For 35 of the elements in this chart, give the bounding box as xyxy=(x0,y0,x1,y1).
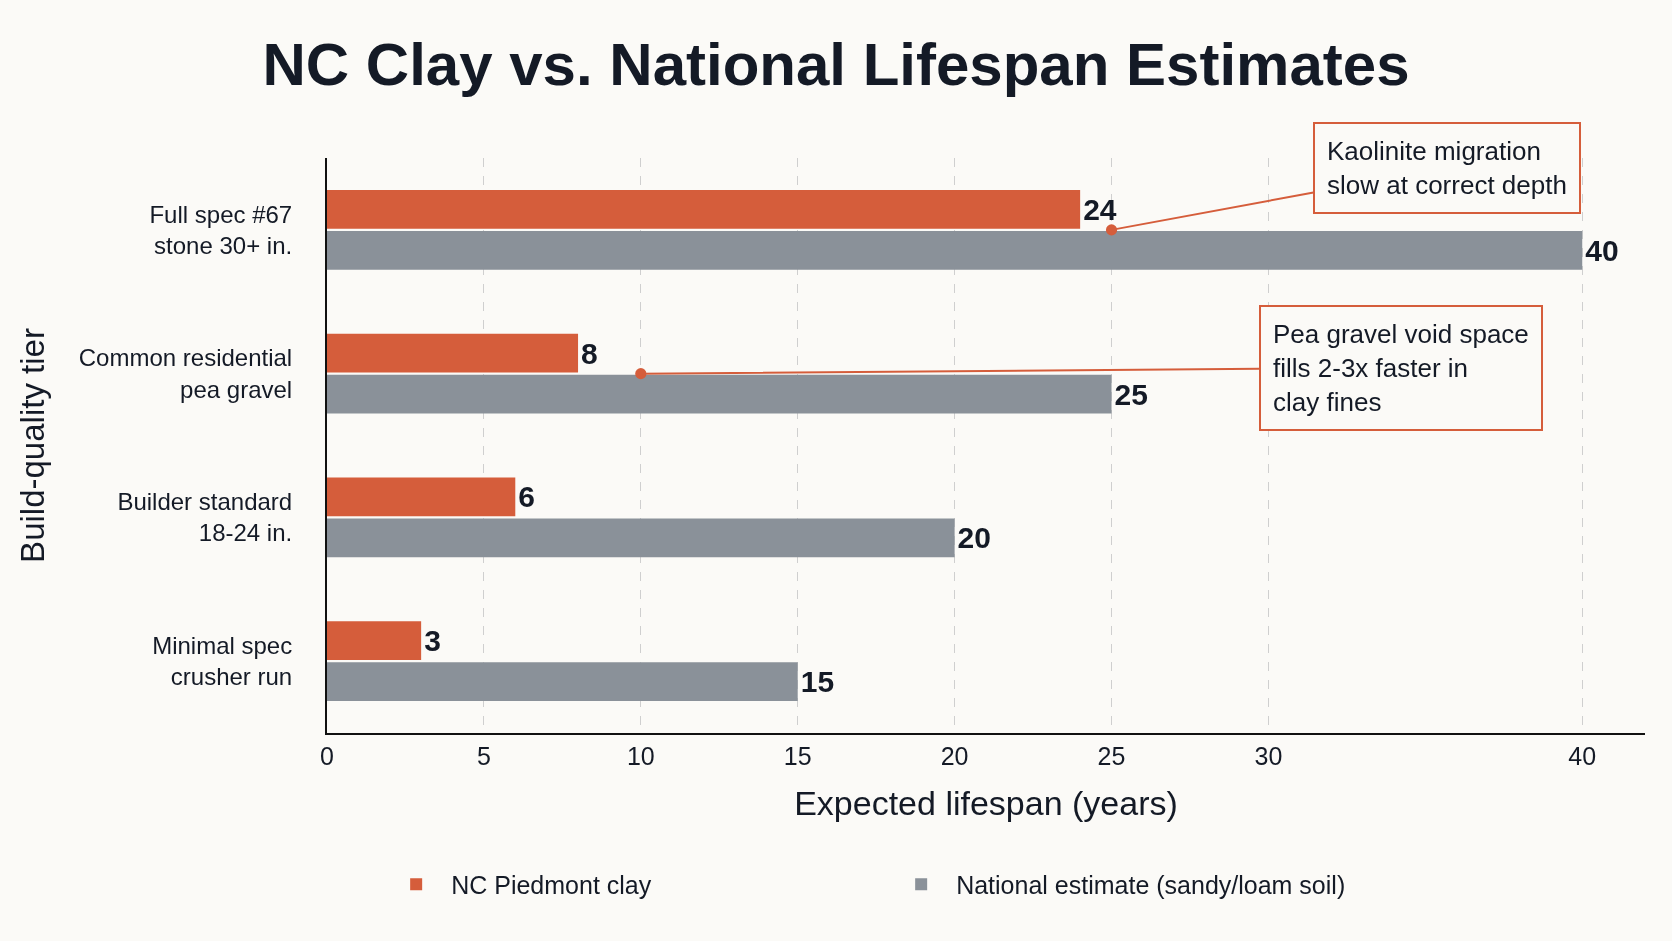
y-tick-label: Builder standard 18-24 in. xyxy=(117,488,293,547)
data-label: 8 xyxy=(581,336,598,370)
x-tick-label: 25 xyxy=(1097,742,1126,770)
x-tick-label: 10 xyxy=(626,742,655,770)
data-label: 25 xyxy=(1114,377,1148,411)
y-tick-label: Full spec #67 stone 30+ in. xyxy=(149,200,293,259)
data-label: 24 xyxy=(1083,192,1117,226)
annotation: Kaolinite migration slow at correct depth xyxy=(1327,136,1567,200)
legend-label: NC Piedmont clay xyxy=(451,871,652,900)
data-label: 40 xyxy=(1585,233,1619,267)
data-label: 20 xyxy=(957,521,991,555)
y-axis-title: Build-quality tier xyxy=(14,328,52,563)
bar xyxy=(327,662,798,702)
data-label: 15 xyxy=(800,665,835,699)
data-label: 6 xyxy=(518,480,535,514)
x-tick-label: 5 xyxy=(476,742,491,770)
x-axis-title: Expected lifespan (years) xyxy=(794,783,1178,822)
bar xyxy=(327,374,1112,414)
bar xyxy=(327,621,422,661)
bar xyxy=(327,518,955,558)
bar xyxy=(327,189,1081,229)
legend-label: National estimate (sandy/loam soil) xyxy=(956,871,1346,900)
chart-title: NC Clay vs. National Lifespan Estimates xyxy=(262,31,1410,98)
x-tick-label: 0 xyxy=(320,742,334,770)
x-tick-label: 15 xyxy=(783,742,812,770)
y-tick-label: Common residential pea gravel xyxy=(78,344,293,403)
x-tick-label: 20 xyxy=(940,742,969,770)
data-label: 3 xyxy=(424,624,441,658)
bar xyxy=(327,333,579,373)
bar xyxy=(327,477,516,517)
x-tick-label: 30 xyxy=(1254,742,1283,770)
bar xyxy=(327,230,1583,270)
x-tick-label: 40 xyxy=(1568,742,1597,770)
annotation: Pea gravel void space fills 2-3x faster in clay fines xyxy=(1273,319,1529,417)
y-tick-label: Minimal spec crusher run xyxy=(152,631,293,691)
